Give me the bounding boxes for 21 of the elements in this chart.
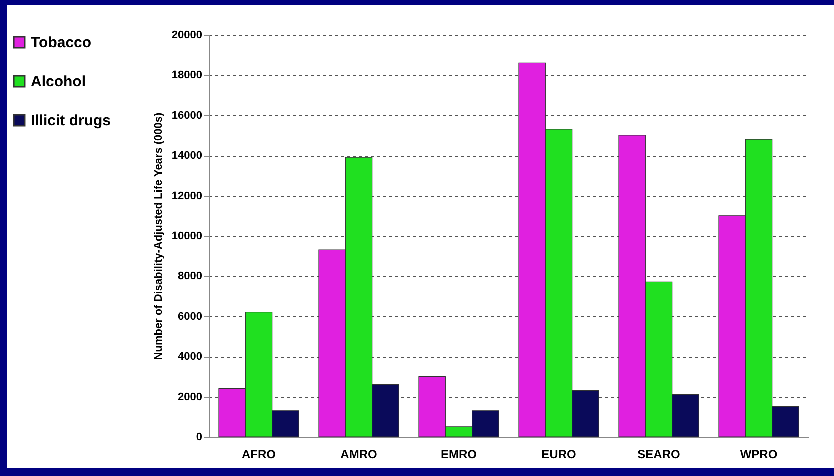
y-tick-label: 18000 — [172, 70, 202, 82]
y-tick-label: 4000 — [178, 351, 202, 364]
y-tick-label: 2000 — [178, 391, 202, 404]
y-tick-label: 20000 — [172, 30, 202, 42]
x-tick-label: WPRO — [740, 448, 778, 462]
x-tick-label: AFRO — [242, 448, 276, 462]
y-tick-label: 16000 — [172, 110, 202, 122]
legend-label: Illicit drugs — [31, 112, 112, 130]
y-tick-label: 12000 — [172, 190, 202, 202]
y-axis-title: Number of Disability-Adjusted Life Years (000s) — [152, 112, 165, 360]
x-tick-label: AMRO — [340, 448, 378, 462]
legend-label: Tobacco — [31, 34, 92, 52]
y-tick-label: 14000 — [172, 150, 202, 162]
y-tick-label: 10000 — [172, 230, 202, 242]
x-tick-label: SEARO — [638, 448, 680, 462]
x-tick-label: EMRO — [441, 448, 477, 462]
x-tick-label: EURO — [542, 448, 576, 462]
legend-label: Alcohol — [31, 74, 86, 90]
y-tick-label: 6000 — [178, 310, 202, 323]
y-tick-label: 0 — [196, 432, 202, 444]
y-tick-label: 8000 — [178, 270, 202, 283]
